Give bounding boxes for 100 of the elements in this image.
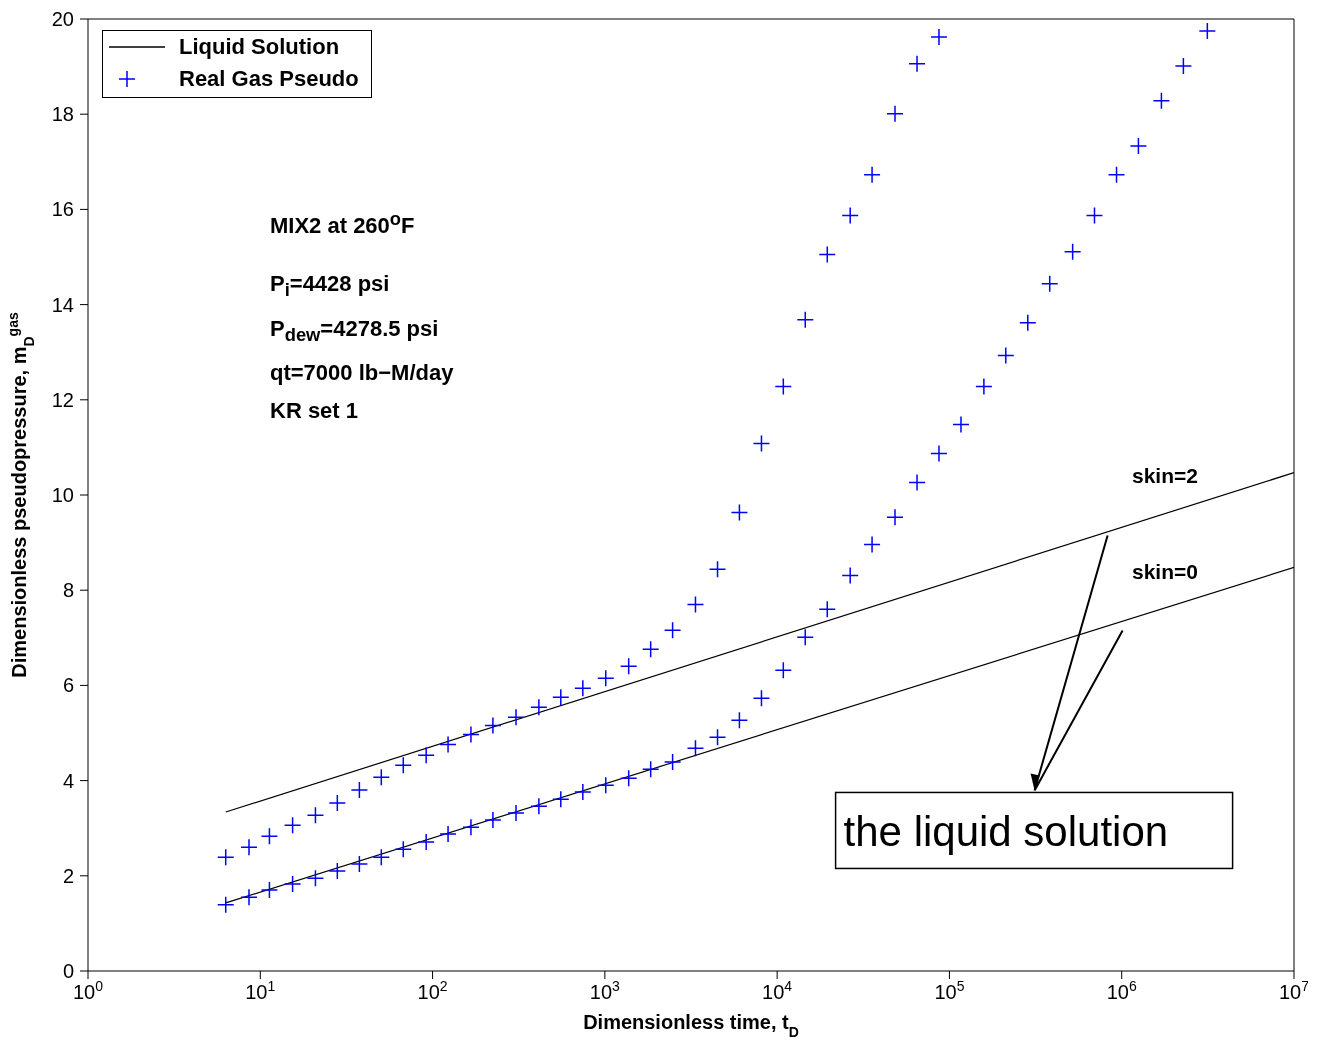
annotation: skin=2 bbox=[1132, 464, 1198, 488]
point bbox=[462, 818, 480, 836]
point bbox=[530, 698, 548, 717]
point bbox=[1040, 274, 1059, 293]
point bbox=[663, 753, 682, 771]
point bbox=[663, 621, 682, 639]
point bbox=[240, 888, 258, 906]
legend-label: Liquid Solution bbox=[179, 34, 340, 60]
point bbox=[863, 535, 881, 554]
point bbox=[1063, 243, 1082, 261]
point bbox=[975, 377, 993, 396]
annotation: MIX2 at 260$^{o}$F bbox=[270, 207, 416, 241]
point bbox=[394, 756, 413, 775]
point bbox=[507, 804, 525, 822]
point bbox=[641, 640, 660, 658]
point bbox=[686, 595, 705, 614]
point bbox=[439, 735, 457, 754]
x-tick-label: 10$^{7}$ bbox=[1278, 978, 1310, 1003]
point bbox=[796, 628, 814, 647]
point bbox=[774, 661, 793, 679]
point bbox=[574, 783, 592, 801]
point bbox=[730, 711, 749, 729]
point bbox=[752, 434, 771, 453]
y-tick-label: 14 bbox=[51, 293, 74, 316]
point bbox=[952, 415, 970, 434]
point bbox=[394, 840, 413, 858]
point bbox=[1085, 206, 1104, 225]
point bbox=[1174, 57, 1193, 75]
annotation: P$_{dew}$=4278.5 psi bbox=[270, 314, 440, 348]
point bbox=[930, 28, 948, 46]
annotation: KR set 1 bbox=[270, 397, 360, 426]
point bbox=[328, 794, 347, 812]
y-tick-label: 18 bbox=[51, 103, 74, 126]
point bbox=[350, 855, 369, 873]
point bbox=[283, 816, 302, 835]
point bbox=[752, 689, 771, 707]
point bbox=[1129, 137, 1148, 155]
x-tick-label: 10$^{5}$ bbox=[934, 978, 965, 1003]
y-tick-label: 12 bbox=[51, 388, 74, 411]
point bbox=[552, 688, 570, 707]
point bbox=[818, 245, 837, 264]
point bbox=[841, 206, 859, 225]
point bbox=[462, 725, 480, 744]
legend-label: Real Gas Pseudo bbox=[179, 66, 359, 92]
point bbox=[260, 881, 279, 899]
y-tick-label: 6 bbox=[62, 674, 74, 697]
point bbox=[417, 746, 435, 765]
point bbox=[372, 848, 391, 866]
point bbox=[886, 104, 904, 123]
point bbox=[841, 566, 859, 585]
point bbox=[306, 806, 325, 825]
point bbox=[328, 862, 347, 880]
y-tick-label: 10 bbox=[51, 484, 74, 506]
point bbox=[350, 781, 369, 799]
y-tick-label: 0 bbox=[62, 960, 74, 982]
point bbox=[886, 508, 904, 527]
point bbox=[908, 54, 926, 73]
x-axis-title: Dimensionless time, t$_{D}$ bbox=[583, 1011, 799, 1040]
point bbox=[283, 875, 302, 893]
y-tick-label: 20 bbox=[51, 8, 74, 30]
point bbox=[796, 311, 814, 329]
point bbox=[708, 560, 727, 579]
point bbox=[597, 776, 615, 795]
point bbox=[619, 769, 638, 787]
x-tick-label: 10$^{6}$ bbox=[1106, 978, 1137, 1003]
point bbox=[260, 827, 279, 846]
point bbox=[240, 838, 258, 856]
x-tick-label: 10$^{1}$ bbox=[245, 978, 276, 1003]
point bbox=[484, 811, 502, 829]
point bbox=[930, 444, 948, 463]
point bbox=[908, 473, 926, 492]
point bbox=[818, 600, 837, 618]
y-tick-label: 2 bbox=[62, 864, 74, 887]
point bbox=[997, 346, 1015, 365]
annotation: the liquid solution bbox=[843, 808, 1169, 856]
point bbox=[1107, 165, 1126, 184]
point bbox=[774, 377, 793, 396]
point bbox=[686, 739, 705, 757]
point bbox=[530, 797, 548, 816]
y-tick-label: 8 bbox=[62, 579, 74, 602]
y-tick-label: 16 bbox=[51, 198, 74, 221]
point bbox=[439, 825, 457, 843]
x-tick-label: 10$^{3}$ bbox=[589, 978, 621, 1003]
point bbox=[574, 679, 592, 698]
point bbox=[1019, 313, 1037, 332]
point bbox=[863, 165, 881, 184]
point bbox=[484, 716, 502, 735]
annotation: qt=7000 lb−M/day bbox=[270, 359, 454, 388]
point bbox=[306, 869, 325, 887]
point bbox=[1152, 92, 1171, 110]
annotation: skin=0 bbox=[1132, 560, 1198, 584]
point bbox=[372, 768, 391, 787]
x-tick-label: 10$^{4}$ bbox=[762, 978, 793, 1003]
point bbox=[216, 896, 235, 914]
point bbox=[507, 708, 525, 727]
x-tick-label: 10$^{0}$ bbox=[72, 978, 104, 1003]
annotation: P$_{i}$=4428 psi bbox=[270, 270, 391, 303]
point bbox=[552, 790, 570, 808]
point bbox=[417, 833, 435, 851]
point bbox=[708, 728, 727, 747]
